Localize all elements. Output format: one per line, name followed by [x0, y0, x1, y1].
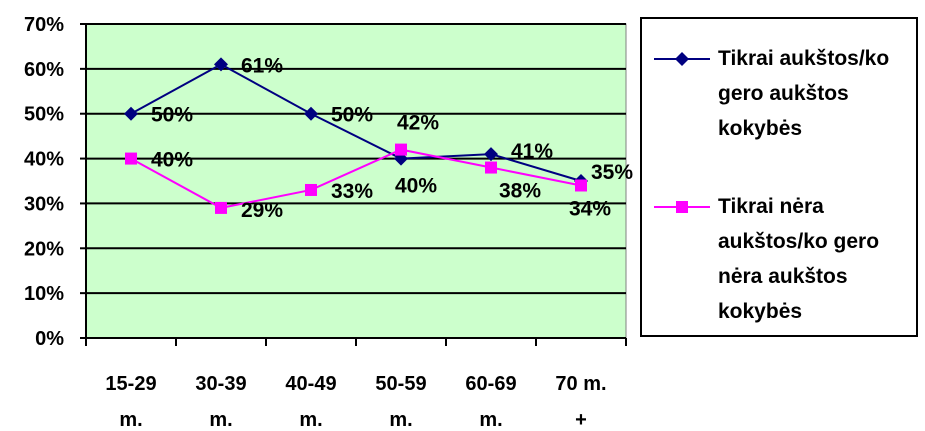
- series-2-marker: [575, 179, 587, 192]
- legend-swatch-series-2: [654, 201, 710, 213]
- legend: Tikrai aukštos/ko gero aukštos kokybės T…: [640, 17, 918, 337]
- x-tick-label: 30-39: [195, 373, 246, 395]
- x-tick-label: 15-29: [105, 373, 156, 395]
- legend-swatch-series-1: [654, 52, 710, 66]
- series-2-data-label: 42%: [397, 112, 439, 135]
- x-tick-label: 40-49: [285, 373, 336, 395]
- legend-label-series-1-line-2: gero aukštos: [718, 82, 849, 105]
- series-2-marker: [395, 143, 407, 156]
- series-1-marker: [484, 147, 498, 162]
- y-tick-label: 0%: [35, 328, 64, 350]
- series-1-data-label: 50%: [151, 104, 193, 127]
- series-1-data-label: 35%: [591, 161, 633, 184]
- series-1-line: [130, 63, 582, 182]
- y-tick-label: 70%: [24, 14, 64, 36]
- series-2-data-label: 40%: [151, 149, 193, 172]
- series-1-data-label: 41%: [511, 140, 553, 163]
- series-2-data-label: 38%: [499, 180, 541, 203]
- x-tick-label: 50-59: [375, 373, 426, 395]
- x-tick-label: m.: [479, 409, 502, 431]
- legend-label-series-2-line-4: kokybės: [718, 300, 803, 323]
- x-tick-label: 70 m.: [555, 373, 606, 395]
- y-tick-label: 20%: [24, 238, 64, 260]
- y-tick-label: 40%: [24, 149, 64, 171]
- series-2-data-label: 29%: [241, 199, 283, 222]
- series-2-data-label: 34%: [569, 197, 611, 220]
- series-1-data-label: 50%: [331, 104, 373, 127]
- legend-label-series-2-line-3: nėra aukštos: [718, 265, 848, 288]
- series-1-marker: [124, 106, 138, 121]
- x-tick-label: 60-69: [465, 373, 516, 395]
- series-2-marker: [215, 201, 227, 214]
- series-2-marker: [485, 161, 497, 174]
- series-2-marker: [305, 183, 317, 196]
- legend-label-series-2-line-1: Tikrai nėra: [718, 195, 824, 218]
- series-1-data-label: 61%: [241, 54, 283, 77]
- plot-area: [85, 23, 627, 339]
- series-2-marker: [125, 152, 137, 165]
- legend-label-series-2-line-2: aukštos/ko gero: [718, 230, 880, 253]
- series-1-marker: [214, 57, 228, 72]
- series-2-line: [130, 148, 582, 209]
- y-tick-label: 10%: [24, 283, 64, 305]
- legend-label-series-1-line-3: kokybės: [718, 117, 803, 140]
- x-tick-label: m.: [209, 409, 232, 431]
- y-tick-label: 50%: [24, 104, 64, 126]
- x-tick-label: m.: [119, 409, 142, 431]
- series-2-data-label: 33%: [331, 180, 373, 203]
- legend-label-series-1-line-1: Tikrai aukštos/ko: [718, 47, 890, 70]
- y-tick-label: 60%: [24, 59, 64, 81]
- x-tick-label: +: [575, 409, 587, 431]
- x-tick-label: m.: [389, 409, 412, 431]
- x-tick-label: m.: [299, 409, 322, 431]
- series-1-marker: [304, 106, 318, 121]
- y-tick-label: 30%: [24, 193, 64, 215]
- series-1-data-label: 40%: [395, 175, 437, 198]
